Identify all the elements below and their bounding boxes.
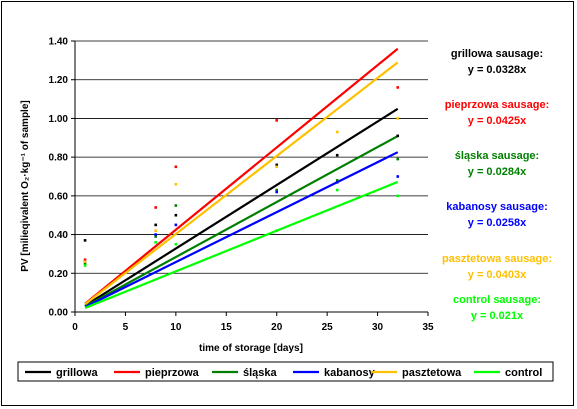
data-point-śląska bbox=[396, 157, 400, 161]
x-tick-label: 30 bbox=[372, 322, 384, 333]
legend-entry-control: control bbox=[505, 367, 542, 379]
data-point-grillowa bbox=[154, 223, 157, 227]
data-point-kabanosy bbox=[174, 223, 178, 227]
legend-box bbox=[17, 361, 554, 382]
equation-kabanosy: y = 0.0258x bbox=[468, 217, 527, 229]
trendlines bbox=[84, 47, 399, 309]
y-tick-label: 1.40 bbox=[49, 37, 69, 48]
data-point-control bbox=[154, 241, 157, 244]
data-point-grillowa bbox=[174, 213, 178, 217]
x-tick-label: 10 bbox=[170, 322, 182, 333]
trendline-pasztetowa bbox=[84, 61, 399, 306]
data-point-pieprzowa bbox=[174, 165, 178, 169]
data-point-kabanosy bbox=[154, 233, 157, 236]
data-point-pasztetowa bbox=[396, 117, 400, 120]
data-point-control bbox=[335, 188, 339, 192]
equation-control: y = 0.021x bbox=[471, 310, 524, 322]
tick-labels: 0.00 0.20 0.40 0.60 0.80 1.00 1.20 1.40 0 5 10 15 20… bbox=[49, 37, 434, 334]
trendline-grillowa bbox=[84, 107, 399, 307]
equation-label-pasztetowa: pasztetowa sausage: bbox=[442, 253, 552, 265]
x-tick-label: 5 bbox=[123, 322, 129, 333]
y-tick-label: 1.20 bbox=[49, 75, 69, 86]
y-tick-label: 0.00 bbox=[49, 308, 69, 319]
y-axis-label: PV [milieqivalent O₂·kg⁻¹ of sample] bbox=[20, 100, 31, 271]
y-tick-label: 1.00 bbox=[49, 114, 69, 125]
data-point-śląska bbox=[154, 235, 157, 238]
equation-grillowa: y = 0.0328x bbox=[468, 64, 527, 76]
data-point-śląska bbox=[174, 204, 178, 207]
data-point-pasztetowa bbox=[83, 260, 87, 263]
x-axis-label: time of storage [days] bbox=[199, 343, 303, 354]
x-tick-label: 0 bbox=[72, 322, 78, 333]
equation-label-kabanosy: kabanosy sausage: bbox=[446, 201, 548, 213]
data-point-kabanosy bbox=[335, 181, 339, 184]
x-tick-label: 15 bbox=[221, 322, 233, 333]
data-point-pasztetowa bbox=[174, 182, 178, 186]
data-point-kabanosy bbox=[396, 175, 400, 178]
equation-label-pieprzowa: pieprzowa sausage: bbox=[445, 99, 550, 111]
equation-label-control: control sausage: bbox=[453, 294, 541, 306]
data-point-pasztetowa bbox=[154, 229, 157, 232]
trendline-kabanosy bbox=[84, 151, 399, 308]
gridlines bbox=[75, 40, 428, 274]
data-point-pasztetowa bbox=[275, 165, 279, 169]
trendline-pieprzowa bbox=[84, 47, 399, 305]
x-tick-label: 20 bbox=[271, 322, 283, 333]
legend-entry-pasztetowa: pasztetowa bbox=[402, 367, 462, 379]
data-point-śląska bbox=[83, 262, 87, 265]
data-point-pieprzowa bbox=[396, 86, 400, 89]
equation-annotations: grillowa sausage: y = 0.0328x pieprzowa sa… bbox=[442, 48, 552, 322]
equation-pieprzowa: y = 0.0425x bbox=[468, 115, 527, 127]
y-tick-label: 0.60 bbox=[49, 191, 69, 202]
equation-śląska: y = 0.0284x bbox=[468, 166, 527, 178]
data-point-śląska bbox=[335, 179, 339, 182]
data-point-control bbox=[275, 229, 279, 232]
equation-pasztetowa: y = 0.0403x bbox=[468, 269, 527, 281]
data-point-śląska bbox=[275, 188, 279, 192]
legend-entry-śląska: śląska bbox=[243, 367, 278, 379]
data-point-kabanosy bbox=[275, 190, 279, 194]
x-tick-label: 25 bbox=[322, 322, 334, 333]
trendline-śląska bbox=[84, 135, 399, 308]
data-point-grillowa bbox=[275, 163, 279, 167]
data-point-control bbox=[396, 194, 400, 198]
data-point-pieprzowa bbox=[154, 206, 157, 209]
legend-entry-grillowa: grillowa bbox=[56, 367, 98, 379]
equation-label-śląska: śląska sausage: bbox=[455, 150, 539, 162]
data-point-pieprzowa bbox=[275, 119, 279, 122]
legend: grillowa pieprzowa śląska kabanosy pasztetow… bbox=[17, 361, 554, 382]
data-point-grillowa bbox=[335, 153, 339, 157]
trendline-control bbox=[84, 180, 399, 309]
axes bbox=[71, 40, 429, 316]
data-point-grillowa bbox=[396, 134, 400, 138]
data-points bbox=[83, 86, 400, 267]
legend-entry-pieprzowa: pieprzowa bbox=[145, 367, 200, 379]
legend-entry-kabanosy: kabanosy bbox=[324, 367, 376, 379]
x-tick-label: 35 bbox=[422, 322, 434, 333]
data-point-pieprzowa bbox=[83, 258, 87, 262]
y-tick-label: 0.40 bbox=[49, 230, 69, 241]
data-point-control bbox=[174, 242, 178, 246]
data-point-grillowa bbox=[83, 239, 87, 242]
data-point-control bbox=[83, 264, 87, 267]
y-tick-label: 0.80 bbox=[49, 153, 69, 164]
data-point-pasztetowa bbox=[335, 130, 339, 134]
y-tick-label: 0.20 bbox=[49, 269, 69, 280]
equation-label-grillowa: grillowa sausage: bbox=[451, 48, 543, 60]
